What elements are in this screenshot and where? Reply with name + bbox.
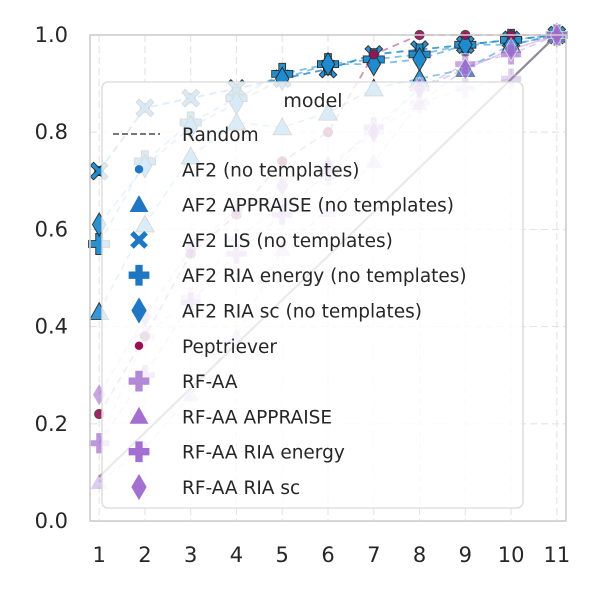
legend-label: RF-AA RIA energy [182, 443, 345, 464]
legend-marker-peptriever [134, 341, 144, 351]
legend-label: RF-AA [182, 372, 238, 393]
y-axis-ticks: 0.0 0.2 0.4 0.6 0.8 1.0 [35, 23, 68, 533]
legend-label: AF2 LIS (no templates) [182, 231, 393, 252]
x-tick-label: 3 [184, 543, 197, 567]
x-tick-label: 7 [367, 543, 380, 567]
x-tick-label: 6 [321, 543, 334, 567]
y-tick-label: 0.2 [35, 412, 68, 436]
data-point-af2-ria-sc-no-templates [320, 51, 336, 77]
x-tick-label: 11 [543, 543, 570, 567]
y-tick-label: 0.0 [35, 509, 68, 533]
data-point-rf-aa-ria-sc [458, 56, 473, 82]
legend-item-af2-no-templates: AF2 (no templates) [134, 160, 359, 181]
x-tick-label: 4 [230, 543, 243, 567]
data-point-af2-ria-sc-no-templates [412, 46, 427, 72]
x-tick-label: 10 [498, 543, 525, 567]
legend-marker-af2-no-templates [134, 165, 144, 174]
x-tick-label: 5 [276, 543, 289, 567]
plot-frame [89, 34, 567, 522]
series-line-af2-appraise-no-templates [98, 34, 558, 313]
legend-item-rf-aa-ria-sc: RF-AA RIA sc [131, 473, 300, 501]
y-tick-label: 0.8 [35, 120, 68, 144]
legend-item-peptriever: Peptriever [134, 337, 277, 358]
legend-item-rf-aa-ria-energy: RF-AA RIA energy [128, 441, 345, 464]
legend-label: Peptriever [182, 337, 277, 358]
x-axis-ticks: 1 2 3 4 5 6 7 8 9 10 11 [92, 543, 570, 567]
legend-marker-rf-aa-ria-energy [128, 441, 150, 463]
legend-marker-af2-appraise-no-templates [129, 194, 149, 212]
legend-marker-af2-lis-no-templates [130, 231, 148, 249]
legend-item-af2-lis-no-templates: AF2 LIS (no templates) [130, 231, 393, 252]
legend-marker-rf-aa-ria-sc [131, 473, 147, 501]
legend-item-rf-aa-appraise: RF-AA APPRAISE [129, 406, 332, 428]
legend-item-rf-aa: RF-AA [128, 370, 238, 393]
legend-label: AF2 RIA sc (no templates) [182, 302, 422, 323]
legend-item-af2-appraise-no-templates: AF2 APPRAISE (no templates) [129, 194, 454, 217]
legend-label: Random [182, 125, 259, 146]
legend: model Random AF2 (no templates) AF2 APPRAIS… [101, 81, 524, 509]
legend-box [101, 81, 524, 509]
data-point-rf-aa-ria-sc [503, 37, 519, 62]
data-point-af2-ria-sc-no-templates [366, 51, 382, 77]
x-tick-label: 9 [459, 543, 472, 567]
legend-marker-rf-aa [128, 370, 150, 392]
y-tick-label: 1.0 [35, 23, 68, 47]
legend-marker-af2-ria-energy-no-templates [128, 264, 150, 286]
legend-item-af2-ria-sc-no-templates: AF2 RIA sc (no templates) [131, 297, 422, 324]
legend-label: AF2 (no templates) [182, 160, 359, 181]
data-point-peptriever [368, 49, 379, 60]
legend-marker-rf-aa-appraise [129, 406, 149, 424]
legend-label: AF2 APPRAISE (no templates) [182, 196, 454, 217]
y-tick-label: 0.6 [35, 217, 68, 241]
legend-item-random: Random [113, 125, 259, 146]
legend-title: model [283, 90, 342, 112]
legend-item-af2-ria-energy-no-templates: AF2 RIA energy (no templates) [128, 264, 467, 287]
x-tick-label: 1 [92, 543, 105, 567]
legend-label: RF-AA APPRAISE [182, 407, 332, 428]
x-tick-label: 8 [413, 543, 426, 567]
y-tick-label: 0.4 [35, 315, 68, 339]
legend-marker-af2-ria-sc-no-templates [131, 297, 147, 324]
legend-label: RF-AA RIA sc [182, 478, 300, 499]
x-tick-label: 2 [138, 543, 151, 567]
legend-label: AF2 RIA energy (no templates) [182, 266, 467, 287]
